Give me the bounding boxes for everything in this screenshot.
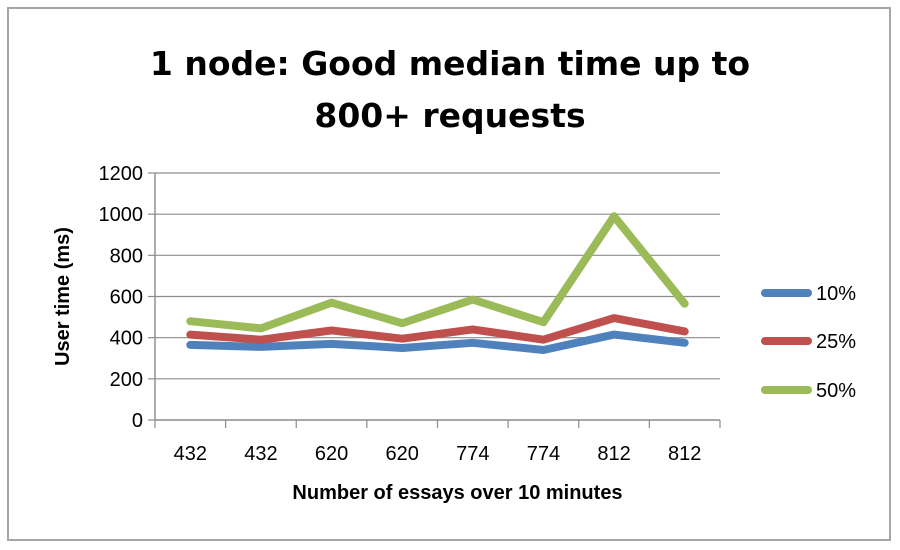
series-line bbox=[186, 212, 689, 333]
legend: 10% 25% 50% bbox=[761, 283, 856, 402]
series-line bbox=[186, 330, 689, 355]
series-line bbox=[186, 314, 689, 344]
legend-label: 10% bbox=[816, 283, 856, 305]
x-tick-label: 774 bbox=[527, 443, 560, 465]
y-tick-label: 0 bbox=[132, 410, 143, 432]
series-lines bbox=[186, 212, 689, 355]
y-tick-label: 200 bbox=[110, 369, 143, 391]
x-tick-labels: 432 432 620 620 774 774 812 812 bbox=[174, 443, 702, 465]
x-tick-label: 620 bbox=[315, 443, 348, 465]
x-tick-label: 432 bbox=[174, 443, 207, 465]
chart-frame bbox=[7, 7, 891, 541]
legend-label: 50% bbox=[816, 380, 856, 402]
y-tick-label: 1200 bbox=[99, 163, 144, 185]
y-tick-label: 1000 bbox=[99, 204, 144, 226]
legend-label: 25% bbox=[816, 331, 856, 353]
x-tick-label: 812 bbox=[668, 443, 701, 465]
y-tick-label: 400 bbox=[110, 328, 143, 350]
x-axis-title: Number of essays over 10 minutes bbox=[292, 482, 622, 504]
chart-title: 1 node: Good median time up to 800+ requ… bbox=[149, 44, 751, 135]
y-axis-title: User time (ms) bbox=[52, 227, 74, 366]
axes bbox=[148, 172, 721, 428]
y-tick-label: 800 bbox=[110, 245, 143, 267]
y-tick-labels: 0 200 400 600 800 1000 1200 bbox=[99, 163, 144, 432]
x-tick-label: 774 bbox=[456, 443, 489, 465]
y-tick-label: 600 bbox=[110, 287, 143, 309]
x-tick-label: 432 bbox=[244, 443, 277, 465]
x-tick-label: 812 bbox=[597, 443, 630, 465]
x-tick-label: 620 bbox=[386, 443, 419, 465]
